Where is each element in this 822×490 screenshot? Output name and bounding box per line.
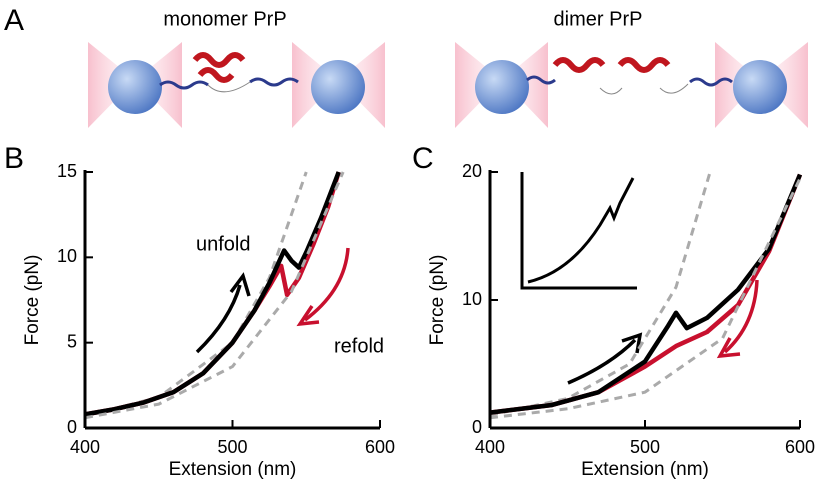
- inset: [520, 172, 637, 290]
- y-tick-label: 10: [57, 246, 77, 266]
- x-tick-label: 600: [785, 437, 815, 457]
- x-tick-label: 400: [475, 437, 505, 457]
- arrows: [195, 247, 759, 385]
- y-axis-label: Force (pN): [22, 255, 43, 346]
- y-tick-label: 10: [462, 289, 482, 309]
- y-tick-label: 20: [462, 161, 482, 181]
- panel-title: monomer PrP: [163, 8, 286, 30]
- x-axis-label: Extension (nm): [581, 459, 709, 480]
- panel-title: dimer PrP: [554, 8, 643, 30]
- data-line: [489, 173, 803, 415]
- data-line: [84, 171, 341, 417]
- panel-label: B: [4, 142, 24, 175]
- y-axis-label: Force (pN): [427, 255, 448, 346]
- illustration-monomer: [88, 42, 385, 128]
- illustration-dimer: [455, 42, 808, 128]
- annotation: refold: [334, 335, 384, 357]
- y-tick-label: 0: [67, 417, 77, 437]
- data-line: [489, 171, 712, 417]
- x-tick-label: 500: [630, 437, 660, 457]
- panel-label: C: [412, 142, 434, 175]
- data-line: [84, 171, 345, 420]
- x-axis-label: Extension (nm): [169, 459, 297, 480]
- x-tick-label: 400: [70, 437, 100, 457]
- y-tick-label: 0: [472, 417, 482, 437]
- data-line: [489, 173, 803, 415]
- data-line: [84, 171, 341, 417]
- y-tick-label: 5: [67, 331, 77, 351]
- annotation: unfold: [196, 233, 251, 255]
- x-tick-label: 600: [365, 437, 395, 457]
- x-tick-label: 500: [217, 437, 247, 457]
- panel-label: A: [4, 4, 24, 37]
- data-line: [489, 177, 802, 420]
- y-tick-label: 15: [57, 161, 77, 181]
